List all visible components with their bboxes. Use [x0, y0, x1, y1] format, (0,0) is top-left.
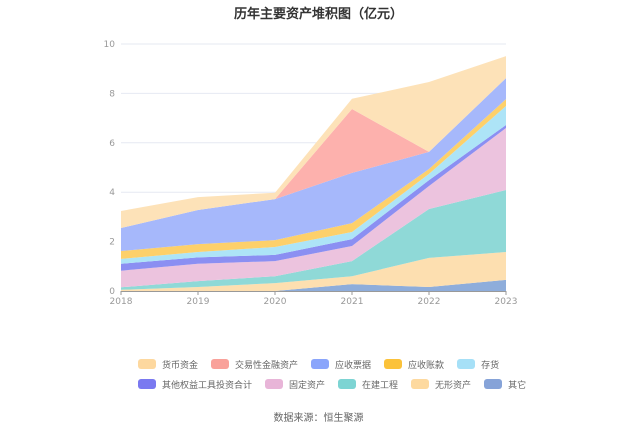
- x-tick-label: 2021: [341, 297, 364, 307]
- stacked-area-chart: 0 2 4 6 8 10 2018 2019 2020 2021 2022 2023: [104, 40, 518, 307]
- legend-swatch: [484, 379, 503, 389]
- area-series-1: [121, 252, 506, 291]
- legend-item[interactable]: 其他权益工具投资合计: [138, 378, 252, 391]
- chart-title: 历年主要资产堆积图（亿元）: [233, 7, 403, 22]
- chart-legend: 货币资金 交易性金融资产 应收票据 应收账款 存货 其他权益工具投资合计 固定资产 在建工程…: [138, 354, 526, 394]
- legend-item[interactable]: 应收账款: [384, 358, 444, 371]
- legend-label: 其他权益工具投资合计: [162, 380, 253, 391]
- legend-item[interactable]: 存货: [457, 358, 499, 371]
- legend-item[interactable]: 交易性金融资产: [211, 358, 298, 371]
- legend-item[interactable]: 其它: [484, 378, 526, 391]
- legend-item[interactable]: 应收票据: [311, 358, 371, 371]
- legend-swatch: [457, 359, 476, 369]
- legend-label: 应收票据: [335, 360, 372, 371]
- area-series-0: [121, 279, 506, 291]
- legend-label: 无形资产: [435, 380, 472, 391]
- area-series-9: [121, 56, 506, 228]
- legend-label: 固定资产: [289, 380, 326, 391]
- legend-row: 货币资金 交易性金融资产 应收票据 应收账款 存货: [138, 354, 518, 374]
- legend-item[interactable]: 在建工程: [338, 378, 398, 391]
- legend-swatch: [138, 379, 156, 389]
- x-tick-label: 2022: [418, 297, 441, 307]
- legend-label: 应收账款: [408, 360, 445, 371]
- area-series-7: [121, 78, 506, 251]
- x-tick-label: 2020: [264, 297, 287, 307]
- legend-item[interactable]: 货币资金: [138, 358, 198, 371]
- y-tick-label: 8: [109, 89, 115, 99]
- legend-row: 其他权益工具投资合计 固定资产 在建工程 无形资产 其它: [138, 374, 526, 394]
- y-tick-label: 4: [109, 188, 115, 198]
- area-series-2: [121, 190, 506, 290]
- legend-label: 货币资金: [162, 360, 199, 371]
- legend-swatch: [265, 379, 284, 389]
- x-tick-label: 2018: [110, 297, 133, 307]
- legend-item[interactable]: 无形资产: [411, 378, 471, 391]
- legend-swatch: [411, 379, 430, 389]
- legend-swatch: [311, 359, 330, 369]
- legend-swatch: [211, 359, 230, 369]
- legend-label: 存货: [481, 360, 500, 371]
- y-tick-label: 0: [109, 287, 115, 297]
- data-source-note: 数据来源：恒生聚源: [273, 413, 364, 424]
- x-tick-label: 2019: [187, 297, 210, 307]
- area-series-3: [121, 128, 506, 288]
- legend-label: 交易性金融资产: [235, 360, 299, 371]
- legend-label: 其它: [508, 380, 527, 391]
- legend-item[interactable]: 固定资产: [265, 378, 325, 391]
- legend-label: 在建工程: [362, 380, 399, 391]
- x-tick-label: 2023: [495, 297, 518, 307]
- legend-swatch: [338, 379, 357, 389]
- legend-swatch: [138, 359, 156, 369]
- y-tick-label: 2: [109, 238, 115, 248]
- y-tick-label: 6: [109, 139, 115, 149]
- legend-swatch: [384, 359, 403, 369]
- y-tick-label: 10: [104, 40, 116, 50]
